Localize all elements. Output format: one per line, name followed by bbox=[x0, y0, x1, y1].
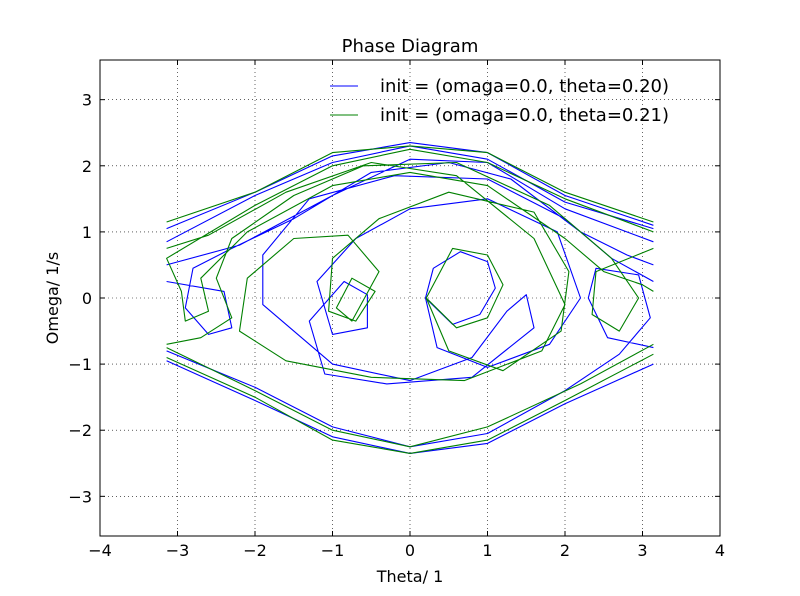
series-layer bbox=[166, 142, 654, 454]
legend-label-series-2: init = (omaga=0.0, theta=0.21) bbox=[380, 105, 669, 126]
y-axis-label: Omega/ 1/s bbox=[43, 252, 62, 344]
y-tick-label: −1 bbox=[68, 355, 92, 374]
y-tick-label: 3 bbox=[82, 91, 92, 110]
series-line-2 bbox=[166, 145, 654, 454]
y-tick-label: 2 bbox=[82, 157, 92, 176]
x-tick-label: 3 bbox=[637, 541, 647, 560]
y-tick-label: −2 bbox=[68, 421, 92, 440]
x-tick-label: −2 bbox=[243, 541, 267, 560]
legend-label-series-1: init = (omaga=0.0, theta=0.20) bbox=[380, 76, 669, 97]
x-tick-label: −4 bbox=[88, 541, 112, 560]
x-tick-label: −1 bbox=[321, 541, 345, 560]
chart-title: Phase Diagram bbox=[342, 36, 479, 57]
x-tick-label: 2 bbox=[560, 541, 570, 560]
legend: init = (omaga=0.0, theta=0.20) init = (o… bbox=[330, 76, 669, 126]
y-tick-label: 0 bbox=[82, 289, 92, 308]
axis-ticks: −4 −3 −2 −1 0 1 2 3 4 −3 −2 −1 0 1 2 3 bbox=[68, 60, 725, 560]
x-axis-label: Theta/ 1 bbox=[376, 567, 444, 586]
x-tick-label: −3 bbox=[166, 541, 190, 560]
y-tick-label: −3 bbox=[68, 487, 92, 506]
x-tick-label: 0 bbox=[405, 541, 415, 560]
x-tick-label: 4 bbox=[715, 541, 725, 560]
y-tick-label: 1 bbox=[82, 223, 92, 242]
x-tick-label: 1 bbox=[482, 541, 492, 560]
